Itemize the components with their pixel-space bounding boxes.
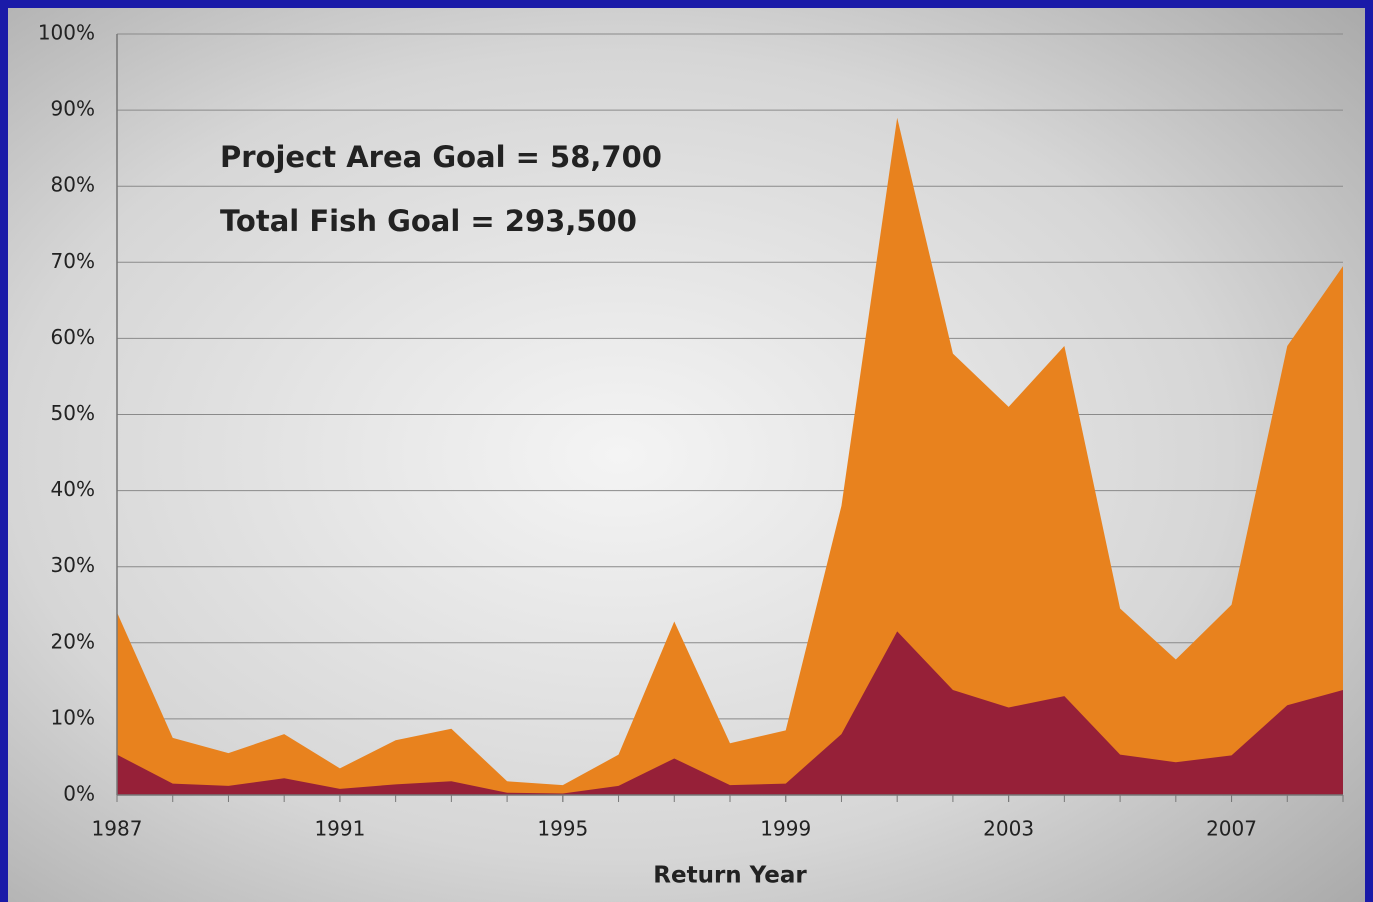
y-tick-label: 100%	[38, 21, 95, 45]
y-tick-label: 30%	[51, 553, 95, 577]
y-tick-label: 40%	[51, 477, 95, 501]
y-tick-label: 50%	[51, 401, 95, 425]
area	[117, 117, 1343, 795]
x-tick-label: 1987	[92, 817, 143, 841]
area	[117, 631, 1343, 795]
x-tick-label: 1995	[537, 817, 588, 841]
x-tick-label: 2007	[1206, 817, 1257, 841]
annotation: Total Fish Goal = 293,500	[220, 204, 637, 238]
y-tick-label: 60%	[51, 325, 95, 349]
x-axis-label: Return Year	[653, 863, 807, 889]
x-tick-label: 2003	[983, 817, 1034, 841]
x-tick-label: 1991	[314, 817, 365, 841]
annotation: Project Area Goal = 58,700	[220, 140, 662, 174]
y-tick-label: 10%	[51, 705, 95, 729]
y-tick-label: 0%	[63, 782, 95, 806]
x-tick-label: 1999	[760, 817, 811, 841]
y-tick-label: 90%	[51, 97, 95, 121]
y-tick-label: 20%	[51, 629, 95, 653]
y-tick-label: 70%	[51, 249, 95, 273]
y-tick-label: 80%	[51, 173, 95, 197]
plot-area: 0% 10% 20% 30% 40% 50% 60% 70% 80% 90% 100% 1987 199…	[38, 21, 1344, 841]
